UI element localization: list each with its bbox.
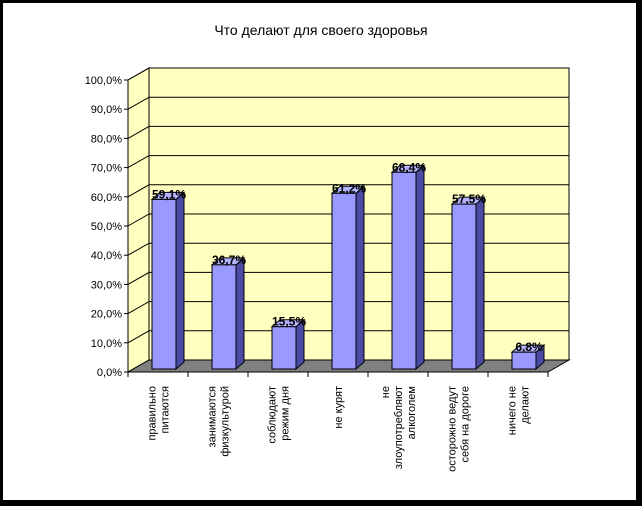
gridline (127, 271, 569, 285)
data-label: 15,5% (272, 315, 306, 329)
bar-front (391, 171, 417, 370)
bar-front (151, 198, 177, 370)
bar-side (415, 164, 425, 371)
bar (270, 318, 306, 371)
bar (510, 344, 546, 371)
bar-front (451, 203, 477, 370)
gridline (127, 67, 569, 81)
category-label-line: не (380, 386, 392, 398)
bar-front (211, 264, 237, 370)
gridline (127, 330, 569, 344)
category-label-line: алкоголем (406, 386, 418, 439)
gridline (127, 155, 569, 169)
data-label: 36,7% (212, 253, 246, 267)
category-label: правильнопитаются (147, 386, 172, 441)
y-tick-label: 40,0% (91, 250, 122, 262)
gridline (127, 184, 569, 198)
bar (450, 195, 486, 371)
category-label-line: осторожно ведут (447, 386, 459, 472)
chart-title: Что делают для своего здоровья (214, 22, 428, 38)
category-label-line: режим дня (280, 386, 292, 441)
bar (150, 191, 186, 371)
y-tick-label: 80,0% (91, 133, 122, 145)
category-label: осторожно ведутсебя на дороге (447, 386, 472, 472)
category-label-line: соблюдают (267, 386, 279, 444)
category-label-line: не курят (333, 386, 345, 429)
chart-bars (150, 164, 546, 371)
gridline (127, 96, 569, 110)
data-label: 61,2% (332, 181, 366, 195)
y-tick-label: 30,0% (91, 279, 122, 291)
y-tick-label: 90,0% (91, 104, 122, 116)
y-tick-label: 70,0% (91, 163, 122, 175)
category-label-line: занимаются (207, 386, 219, 447)
y-tick-label: 20,0% (91, 309, 122, 321)
data-label: 59,1% (152, 187, 186, 201)
chart-axis: 0,0% 10,0% 20,0% 30,0% 40,0% 50,0% 60,0% 70,0% 8… (85, 75, 549, 379)
gridline (127, 301, 569, 315)
category-label-line: физкультурой (220, 386, 232, 457)
category-label: ничего неделают (507, 386, 532, 435)
category-label: не курят (333, 386, 345, 429)
data-labels: 59,1% 36,7% 15,5% 61,2% 68,4% 57,5% 6,8% (152, 160, 543, 354)
bar-side (475, 195, 485, 371)
y-tick-label: 10,0% (91, 338, 122, 350)
y-tick-label: 60,0% (91, 192, 122, 204)
y-tick-label: 50,0% (91, 221, 122, 233)
category-label-line: правильно (147, 386, 159, 441)
category-label-line: злоупотребляют (393, 386, 405, 469)
bar (330, 185, 366, 371)
category-label-line: себя на дороге (460, 386, 472, 462)
bar (390, 164, 426, 371)
category-label-line: ничего не (507, 386, 519, 435)
gridline (127, 213, 569, 227)
y-tick-label: 100,0% (85, 75, 123, 87)
category-labels: правильнопитаются занимаютсяфизкультурой с… (147, 386, 532, 472)
bar-front (331, 192, 357, 370)
bar-front (271, 326, 297, 370)
bar-side (355, 185, 365, 371)
bar-side (235, 256, 245, 371)
gridline (127, 125, 569, 139)
data-label: 68,4% (392, 160, 426, 174)
category-label: занимаютсяфизкультурой (207, 386, 232, 457)
data-label: 6,8% (515, 340, 543, 354)
bar-front (511, 351, 537, 370)
y-tick-label: 0,0% (97, 367, 122, 379)
category-label-line: питаются (160, 386, 172, 434)
data-label: 57,5% (452, 192, 486, 206)
category-label: незлоупотребляюталкоголем (380, 386, 418, 469)
gridline (127, 242, 569, 256)
bar (210, 256, 246, 371)
category-label-line: делают (520, 386, 532, 424)
bar-side (175, 191, 185, 371)
category-label: соблюдаютрежим дня (267, 386, 292, 444)
